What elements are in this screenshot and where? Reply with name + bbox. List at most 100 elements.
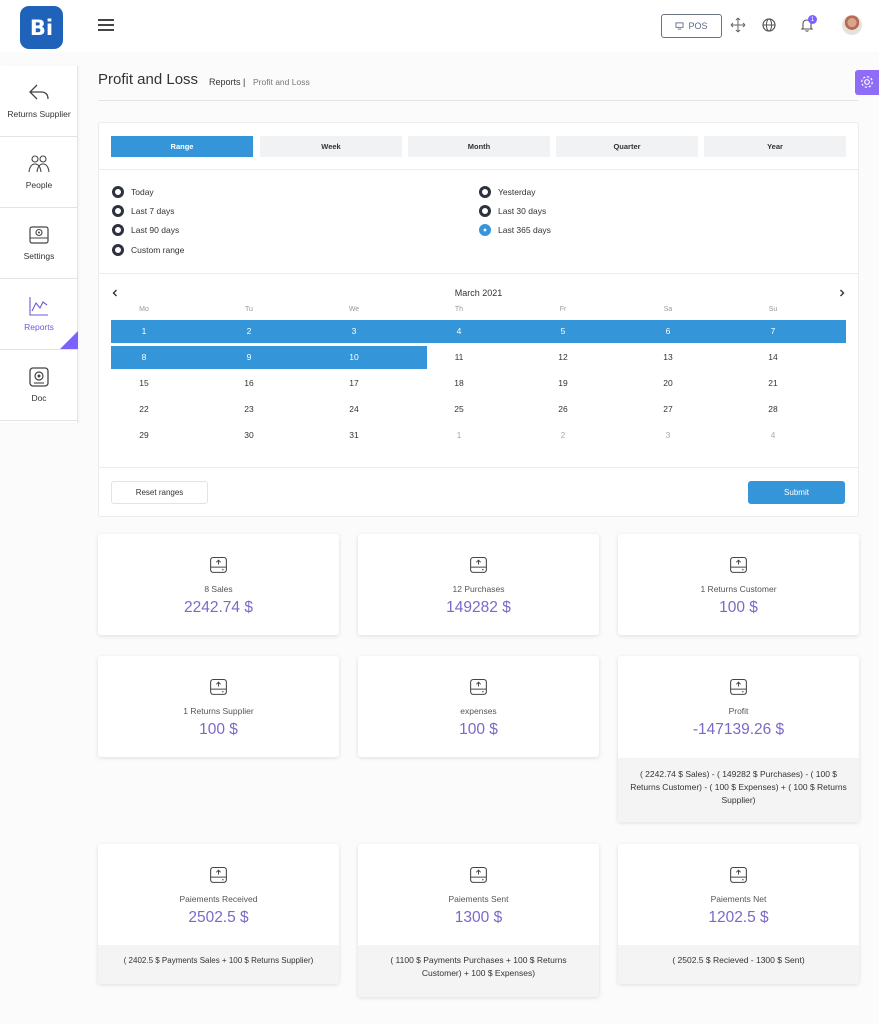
calendar-day[interactable]: 20 — [663, 378, 673, 388]
payments-sent-label: Paiements Sent — [448, 894, 509, 904]
tab-year[interactable]: Year — [704, 136, 846, 157]
calendar-day[interactable]: 1 — [141, 326, 147, 336]
upload-tray-icon — [210, 678, 227, 695]
calendar-day[interactable]: 18 — [454, 378, 464, 388]
app-logo[interactable]: Bi — [20, 6, 63, 49]
option-yesterday[interactable]: Yesterday — [479, 186, 536, 198]
upload-tray-icon — [470, 678, 487, 695]
option-last-30-days[interactable]: Last 30 days — [479, 205, 546, 217]
people-icon — [28, 155, 50, 173]
calendar-day[interactable]: 2 — [560, 430, 566, 440]
chevron-right-icon[interactable] — [837, 288, 847, 298]
calendar-day[interactable]: 14 — [768, 352, 778, 362]
calendar-day[interactable]: 3 — [351, 326, 357, 336]
reset-ranges-button[interactable]: Reset ranges — [111, 481, 208, 504]
calendar-day[interactable]: 4 — [456, 326, 462, 336]
breadcrumb-reports[interactable]: Reports | — [209, 77, 246, 87]
sidebar-item-returns-supplier[interactable]: Returns Supplier — [0, 66, 78, 137]
sidebar-item-people[interactable]: People — [0, 137, 78, 208]
payments-net-card: Paiements Net 1202.5 $ ( 2502.5 $ Reciev… — [618, 844, 859, 984]
chevron-left-icon[interactable] — [110, 288, 120, 298]
calendar-day[interactable]: 23 — [244, 404, 254, 414]
returns-customer-card: 1 Returns Customer 100 $ — [618, 534, 859, 635]
calendar-day[interactable]: 10 — [349, 352, 359, 362]
sidebar-item-doc[interactable]: Doc — [0, 350, 78, 421]
calendar-day[interactable]: 17 — [349, 378, 359, 388]
profit-label: Profit — [728, 706, 749, 716]
purchases-card: 12 Purchases 149282 $ — [358, 534, 599, 635]
divider — [99, 273, 858, 274]
calendar-day[interactable]: 6 — [665, 326, 671, 336]
sidebar-item-settings[interactable]: Settings — [0, 208, 78, 279]
fullscreen-move-icon[interactable] — [730, 17, 746, 33]
active-item-indicator — [60, 331, 78, 349]
notification-bell-icon[interactable] — [799, 17, 815, 33]
option-last-90-days[interactable]: Last 90 days — [112, 224, 179, 236]
upload-tray-icon — [470, 866, 487, 883]
calendar-day[interactable]: 11 — [454, 352, 464, 362]
calendar-day[interactable]: 19 — [558, 378, 568, 388]
returns-customer-value: 100 $ — [719, 599, 758, 616]
weekday-label: Mo — [139, 306, 149, 313]
calendar-day[interactable]: 12 — [558, 352, 568, 362]
sidebar-item-reports[interactable]: Reports — [0, 279, 78, 350]
calendar-day[interactable]: 1 — [456, 430, 462, 440]
sales-value: 2242.74 $ — [184, 599, 253, 616]
selected-range-highlight — [111, 320, 846, 343]
profit-card: Profit -147139.26 $ ( 2242.74 $ Sales) -… — [618, 656, 859, 822]
profit-formula: ( 2242.74 $ Sales) - ( 149282 $ Purchase… — [618, 758, 859, 822]
calendar-day[interactable]: 27 — [663, 404, 673, 414]
hamburger-menu-icon[interactable] — [98, 19, 114, 31]
calendar-day[interactable]: 4 — [770, 430, 776, 440]
calendar-day[interactable]: 3 — [665, 430, 671, 440]
calendar-day[interactable]: 30 — [244, 430, 254, 440]
radio-selected-icon — [479, 224, 491, 236]
radio-icon — [479, 205, 491, 217]
calendar-day[interactable]: 25 — [454, 404, 464, 414]
payments-net-label: Paiements Net — [710, 894, 767, 904]
calendar-day[interactable]: 21 — [768, 378, 778, 388]
document-icon — [29, 367, 49, 387]
calendar-day[interactable]: 16 — [244, 378, 254, 388]
calendar-day[interactable]: 31 — [349, 430, 359, 440]
calendar-day[interactable]: 26 — [558, 404, 568, 414]
calendar-day[interactable]: 8 — [141, 352, 147, 362]
option-custom-range[interactable]: Custom range — [112, 244, 184, 256]
calendar-month-title: March 2021 — [454, 288, 503, 298]
weekday-label: Tu — [245, 306, 253, 313]
profit-value: -147139.26 $ — [692, 721, 785, 738]
option-last-7-days[interactable]: Last 7 days — [112, 205, 174, 217]
option-today[interactable]: Today — [112, 186, 154, 198]
calendar-day[interactable]: 9 — [246, 352, 252, 362]
globe-language-icon[interactable] — [761, 17, 777, 33]
top-header: Bi POS 1 — [0, 0, 879, 52]
sidebar-item-label: People — [25, 180, 53, 190]
radio-icon — [112, 224, 124, 236]
tab-quarter[interactable]: Quarter — [556, 136, 698, 157]
calendar-day[interactable]: 5 — [560, 326, 566, 336]
calendar-day[interactable]: 29 — [139, 430, 149, 440]
upload-tray-icon — [730, 678, 747, 695]
tab-month[interactable]: Month — [408, 136, 550, 157]
tab-week[interactable]: Week — [260, 136, 402, 157]
calendar-day[interactable]: 28 — [768, 404, 778, 414]
calendar-day[interactable]: 13 — [663, 352, 673, 362]
user-avatar[interactable] — [842, 15, 862, 35]
calendar-day[interactable]: 24 — [349, 404, 359, 414]
returns-supplier-card: 1 Returns Supplier 100 $ — [98, 656, 339, 757]
expenses-card: expenses 100 $ — [358, 656, 599, 757]
option-last-365-days[interactable]: Last 365 days — [479, 224, 551, 236]
calendar-day[interactable]: 22 — [139, 404, 149, 414]
radio-icon — [112, 244, 124, 256]
calendar-day[interactable]: 7 — [770, 326, 776, 336]
calendar-day[interactable]: 2 — [246, 326, 252, 336]
title-divider — [98, 100, 858, 101]
calendar-day[interactable]: 15 — [139, 378, 149, 388]
payments-received-value: 2502.5 $ — [188, 909, 249, 926]
pos-button[interactable]: POS — [661, 14, 722, 38]
customizer-toggle[interactable] — [855, 70, 879, 95]
tab-range[interactable]: Range — [111, 136, 253, 157]
sidebar-item-label: Returns Supplier — [7, 109, 71, 119]
submit-button[interactable]: Submit — [748, 481, 845, 504]
weekday-label: Sa — [663, 306, 673, 313]
